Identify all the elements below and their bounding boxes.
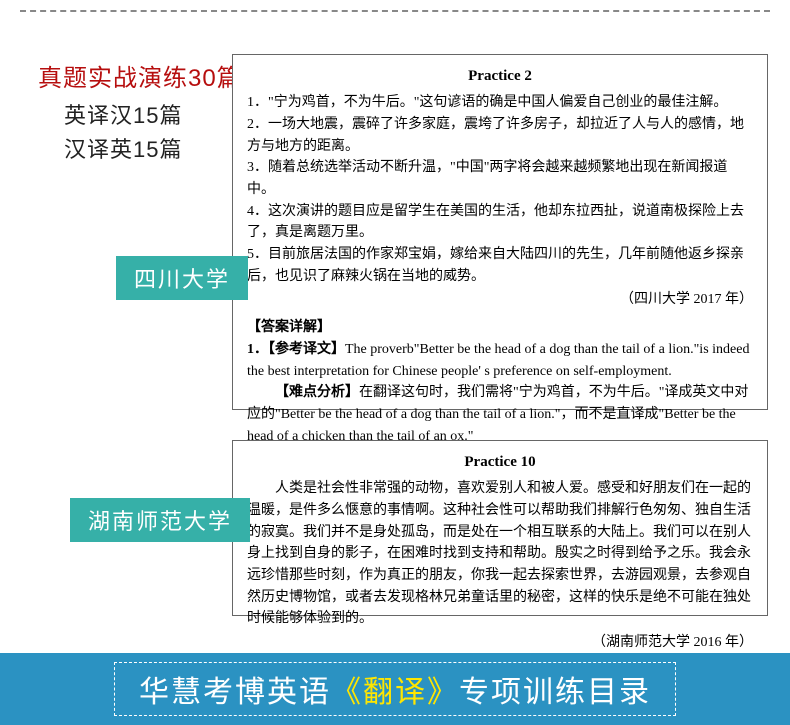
panel-practice-2: Practice 2 1．"宁为鸡首，不为牛后。"这句谚语的确是中国人偏爱自己创…	[232, 54, 768, 410]
ref-label: 1．【参考译文】	[247, 342, 345, 357]
section-title-red: 真题实战演练30篇	[38, 58, 242, 93]
banner-c: 专项训练目录	[459, 676, 651, 709]
p2-line5: 5．目前旅居法国的作家郑宝娟，嫁给来自大陆四川的先生，几年前随他返乡探亲后，也见…	[247, 244, 753, 287]
difficulty: 【难点分析】在翻译这句时，我们需将"宁为鸡首，不为牛后。"译成英文中对应的"Be…	[247, 382, 753, 447]
p2-line3: 3．随着总统选举活动不断升温，"中国"两字将会越来越频繁地出现在新闻报道中。	[247, 157, 753, 200]
answer-1: 1．【参考译文】The proverb"Better be the head o…	[247, 339, 753, 382]
tag-hunan: 湖南师范大学	[70, 498, 250, 542]
subtitle-cn2en: 汉译英15篇	[64, 132, 182, 164]
p2-line2: 2．一场大地震，震碎了许多家庭，震垮了许多房子，却拉近了人与人的感情，地方与地方…	[247, 114, 753, 157]
top-divider	[20, 10, 770, 12]
p2-source: （四川大学 2017 年）	[247, 289, 753, 311]
panel-practice-10: Practice 10 人类是社会性非常强的动物，喜欢爱别人和被人爱。感受和好朋…	[232, 440, 768, 616]
diff-label: 【难点分析】	[275, 385, 359, 400]
practice10-title: Practice 10	[247, 451, 753, 474]
diff-cn-b: ，而不是直译成	[561, 407, 659, 422]
p10-paragraph: 人类是社会性非常强的动物，喜欢爱别人和被人爱。感受和好朋友们在一起的温暖，是件多…	[247, 478, 753, 630]
banner-a: 华慧考博英语	[139, 676, 331, 709]
p2-line1: 1．"宁为鸡首，不为牛后。"这句谚语的确是中国人偏爱自己创业的最佳注解。	[247, 92, 753, 114]
p10-source: （湖南师范大学 2016 年）	[247, 632, 753, 654]
banner-text: 华慧考博英语《翻译》专项训练目录	[114, 662, 676, 716]
tag-sichuan: 四川大学	[116, 256, 248, 300]
answer-heading: 【答案详解】	[247, 317, 753, 339]
diff-en1: "Better be the head of a dog than the ta…	[275, 407, 561, 422]
practice2-title: Practice 2	[247, 65, 753, 88]
subtitle-en2cn: 英译汉15篇	[64, 98, 182, 130]
bottom-banner: 华慧考博英语《翻译》专项训练目录	[0, 653, 790, 725]
banner-b: 《翻译》	[331, 676, 459, 709]
p2-line4: 4．这次演讲的题目应是留学生在美国的生活，他却东拉西扯，说道南极探险上去了，真是…	[247, 201, 753, 244]
